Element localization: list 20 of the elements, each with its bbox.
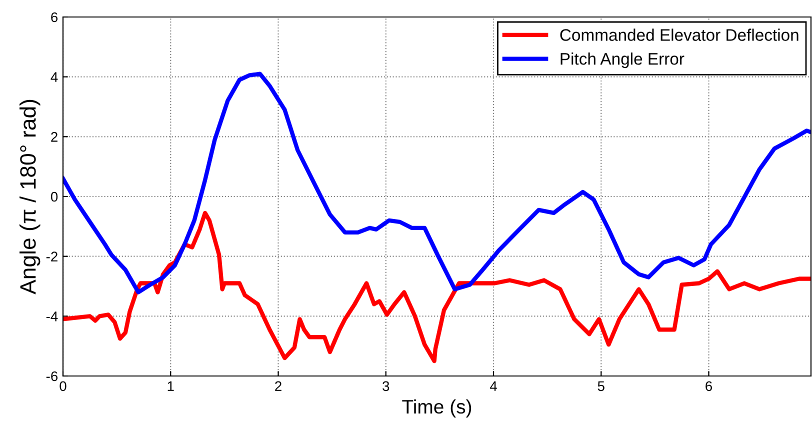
x-axis-title: Time (s) [402, 399, 472, 418]
x-tick-label: 2 [275, 381, 282, 391]
y-tick-label: 4 [50, 72, 58, 82]
y-axis-title: Angle (π / 180° rad) [20, 100, 40, 294]
y-tick-label: -4 [46, 312, 58, 322]
x-tick-label: 6 [706, 381, 712, 392]
x-tick-label: 4 [490, 381, 497, 391]
legend-label: Pitch Angle Error [560, 52, 684, 68]
y-tick-label: 6 [51, 12, 58, 22]
y-tick-label: 0 [50, 192, 58, 202]
x-tick-label: 1 [168, 381, 174, 391]
line-series [63, 210, 811, 364]
y-tick-label: -2 [46, 252, 58, 262]
x-tick-label: 3 [382, 381, 390, 392]
x-tick-label: 0 [60, 381, 66, 392]
line-series [63, 72, 811, 294]
x-tick-label: 5 [598, 381, 604, 392]
y-tick-label: 2 [51, 132, 58, 142]
legend-label: Commanded Elevator Deflection [560, 28, 798, 41]
y-tick-label: -6 [46, 371, 58, 382]
